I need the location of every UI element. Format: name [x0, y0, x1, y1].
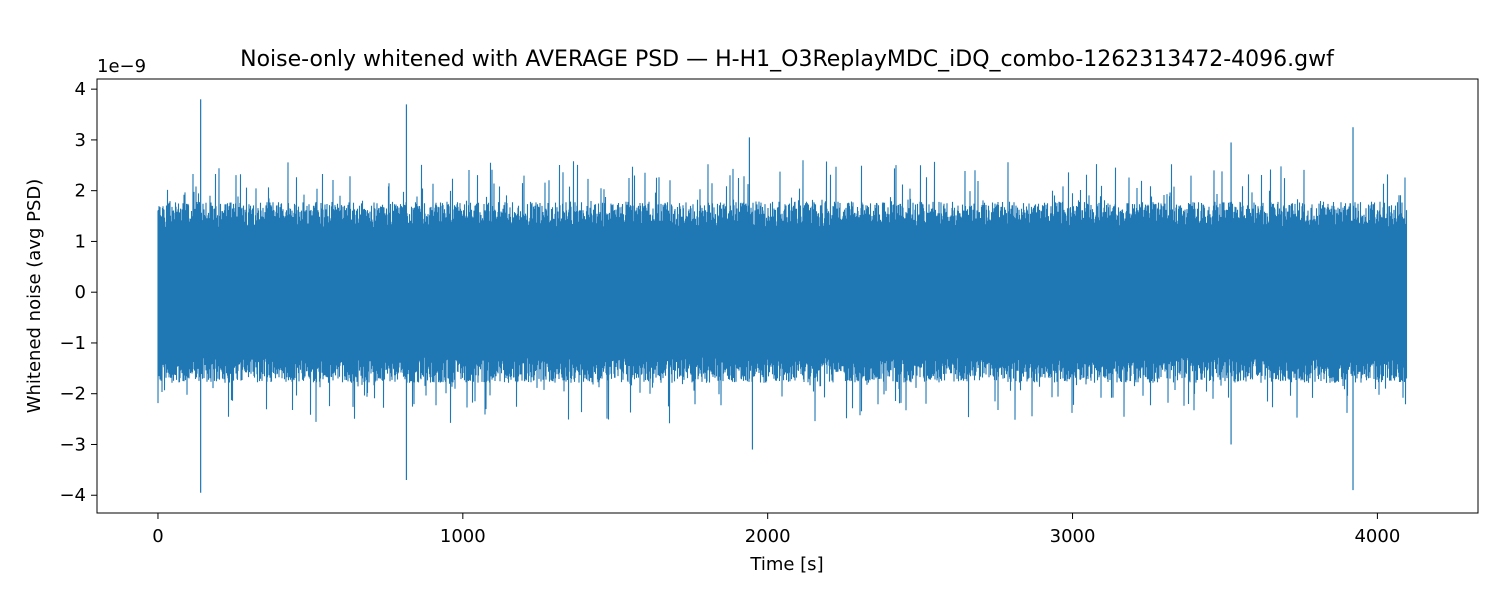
y-tick-label: 4 [75, 79, 86, 100]
y-tick-label: −3 [59, 434, 86, 455]
x-tick-label: 4000 [1354, 526, 1400, 547]
x-tick-label: 3000 [1050, 526, 1096, 547]
y-axis-label: Whitened noise (avg PSD) [24, 179, 45, 414]
y-axis-ticks: −4 −3 −2 −1 0 1 2 3 4 [59, 79, 97, 506]
x-axis-label: Time [s] [749, 554, 823, 575]
y-tick-label: −4 [59, 485, 86, 506]
y-axis-offset-label: 1e−9 [97, 56, 146, 77]
y-tick-label: −1 [59, 333, 86, 354]
x-tick-label: 2000 [745, 526, 791, 547]
plot-area [157, 99, 1408, 493]
x-axis-ticks: 0 1000 2000 3000 4000 [152, 513, 1400, 547]
x-tick-label: 1000 [440, 526, 486, 547]
noise-series-line [157, 160, 1408, 424]
y-tick-label: 2 [75, 181, 86, 202]
y-tick-label: 0 [75, 282, 86, 303]
y-tick-label: −2 [59, 384, 86, 405]
axes-frame [96, 78, 1479, 514]
y-tick-label: 3 [75, 130, 86, 151]
chart-title: Noise-only whitened with AVERAGE PSD — H… [240, 47, 1335, 72]
x-tick-label: 0 [152, 526, 163, 547]
y-tick-label: 1 [75, 231, 86, 252]
